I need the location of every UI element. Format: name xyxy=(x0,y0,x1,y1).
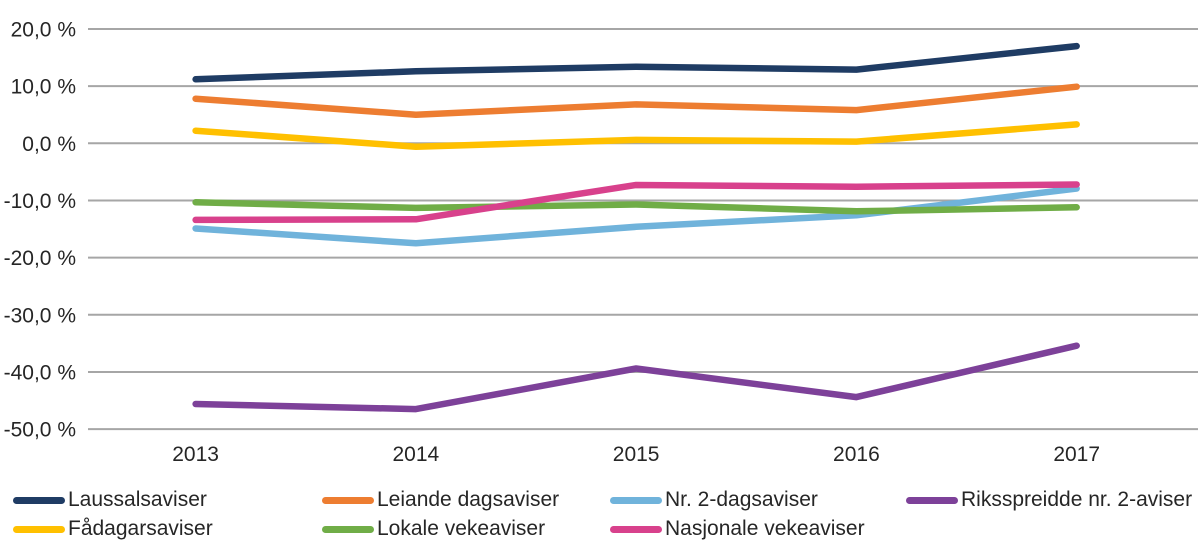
legend-color-swatch xyxy=(906,496,958,504)
x-axis-tick-label: 2015 xyxy=(613,443,660,466)
y-axis-tick-label: 20,0 % xyxy=(11,18,76,41)
legend-item: Fådagarsaviser xyxy=(13,517,213,541)
legend-label: Leiande dagsaviser xyxy=(377,488,560,511)
series-line xyxy=(192,185,1080,247)
legend-item: Nr. 2-dagsaviser xyxy=(610,488,818,512)
y-axis-tick-label: -30,0 % xyxy=(4,304,76,327)
legend-item: Lokale vekeaviser xyxy=(322,517,545,541)
series-line xyxy=(192,121,1080,150)
y-axis-tick-label: -50,0 % xyxy=(4,419,76,442)
legend-item: Laussalsaviser xyxy=(13,488,207,512)
legend-label: Riksspreidde nr. 2-aviser xyxy=(961,488,1193,511)
legend-item: Leiande dagsaviser xyxy=(322,488,559,512)
legend-label: Laussalsaviser xyxy=(68,488,207,511)
y-axis-tick-label: -10,0 % xyxy=(4,190,76,213)
series-line xyxy=(192,198,1080,215)
x-axis-tick-label: 2014 xyxy=(393,443,440,466)
series-line xyxy=(192,83,1080,118)
legend-color-swatch xyxy=(13,496,65,504)
series-line xyxy=(192,342,1080,413)
y-axis-tick-label: 0,0 % xyxy=(22,133,76,156)
chart-plot-area: 20,0 % 10,0 % 0,0 % -10,0 % -20,0 % -30,0 % -4… xyxy=(4,18,1198,466)
x-axis-tick-label: 2013 xyxy=(172,443,219,466)
x-axis-tick-label: 2017 xyxy=(1053,443,1100,466)
legend-label: Fådagarsaviser xyxy=(68,517,213,540)
legend-label: Nasjonale vekeaviser xyxy=(665,517,865,540)
legend-label: Nr. 2-dagsaviser xyxy=(665,488,818,511)
legend-color-swatch xyxy=(322,496,374,504)
x-axis-tick-label: 2016 xyxy=(833,443,880,466)
y-axis-tick-label: -20,0 % xyxy=(4,247,76,270)
legend-color-swatch xyxy=(610,496,662,504)
y-axis-tick-label: 10,0 % xyxy=(11,76,76,99)
legend-color-swatch xyxy=(610,525,662,533)
y-axis-tick-label: -40,0 % xyxy=(4,361,76,384)
legend-color-swatch xyxy=(13,525,65,533)
series-line xyxy=(192,181,1080,224)
legend-item: Riksspreidde nr. 2-aviser xyxy=(906,488,1192,512)
legend-color-swatch xyxy=(322,525,374,533)
series-line xyxy=(192,42,1080,83)
legend-label: Lokale vekeaviser xyxy=(377,517,546,540)
legend-item: Nasjonale vekeaviser xyxy=(610,517,865,541)
